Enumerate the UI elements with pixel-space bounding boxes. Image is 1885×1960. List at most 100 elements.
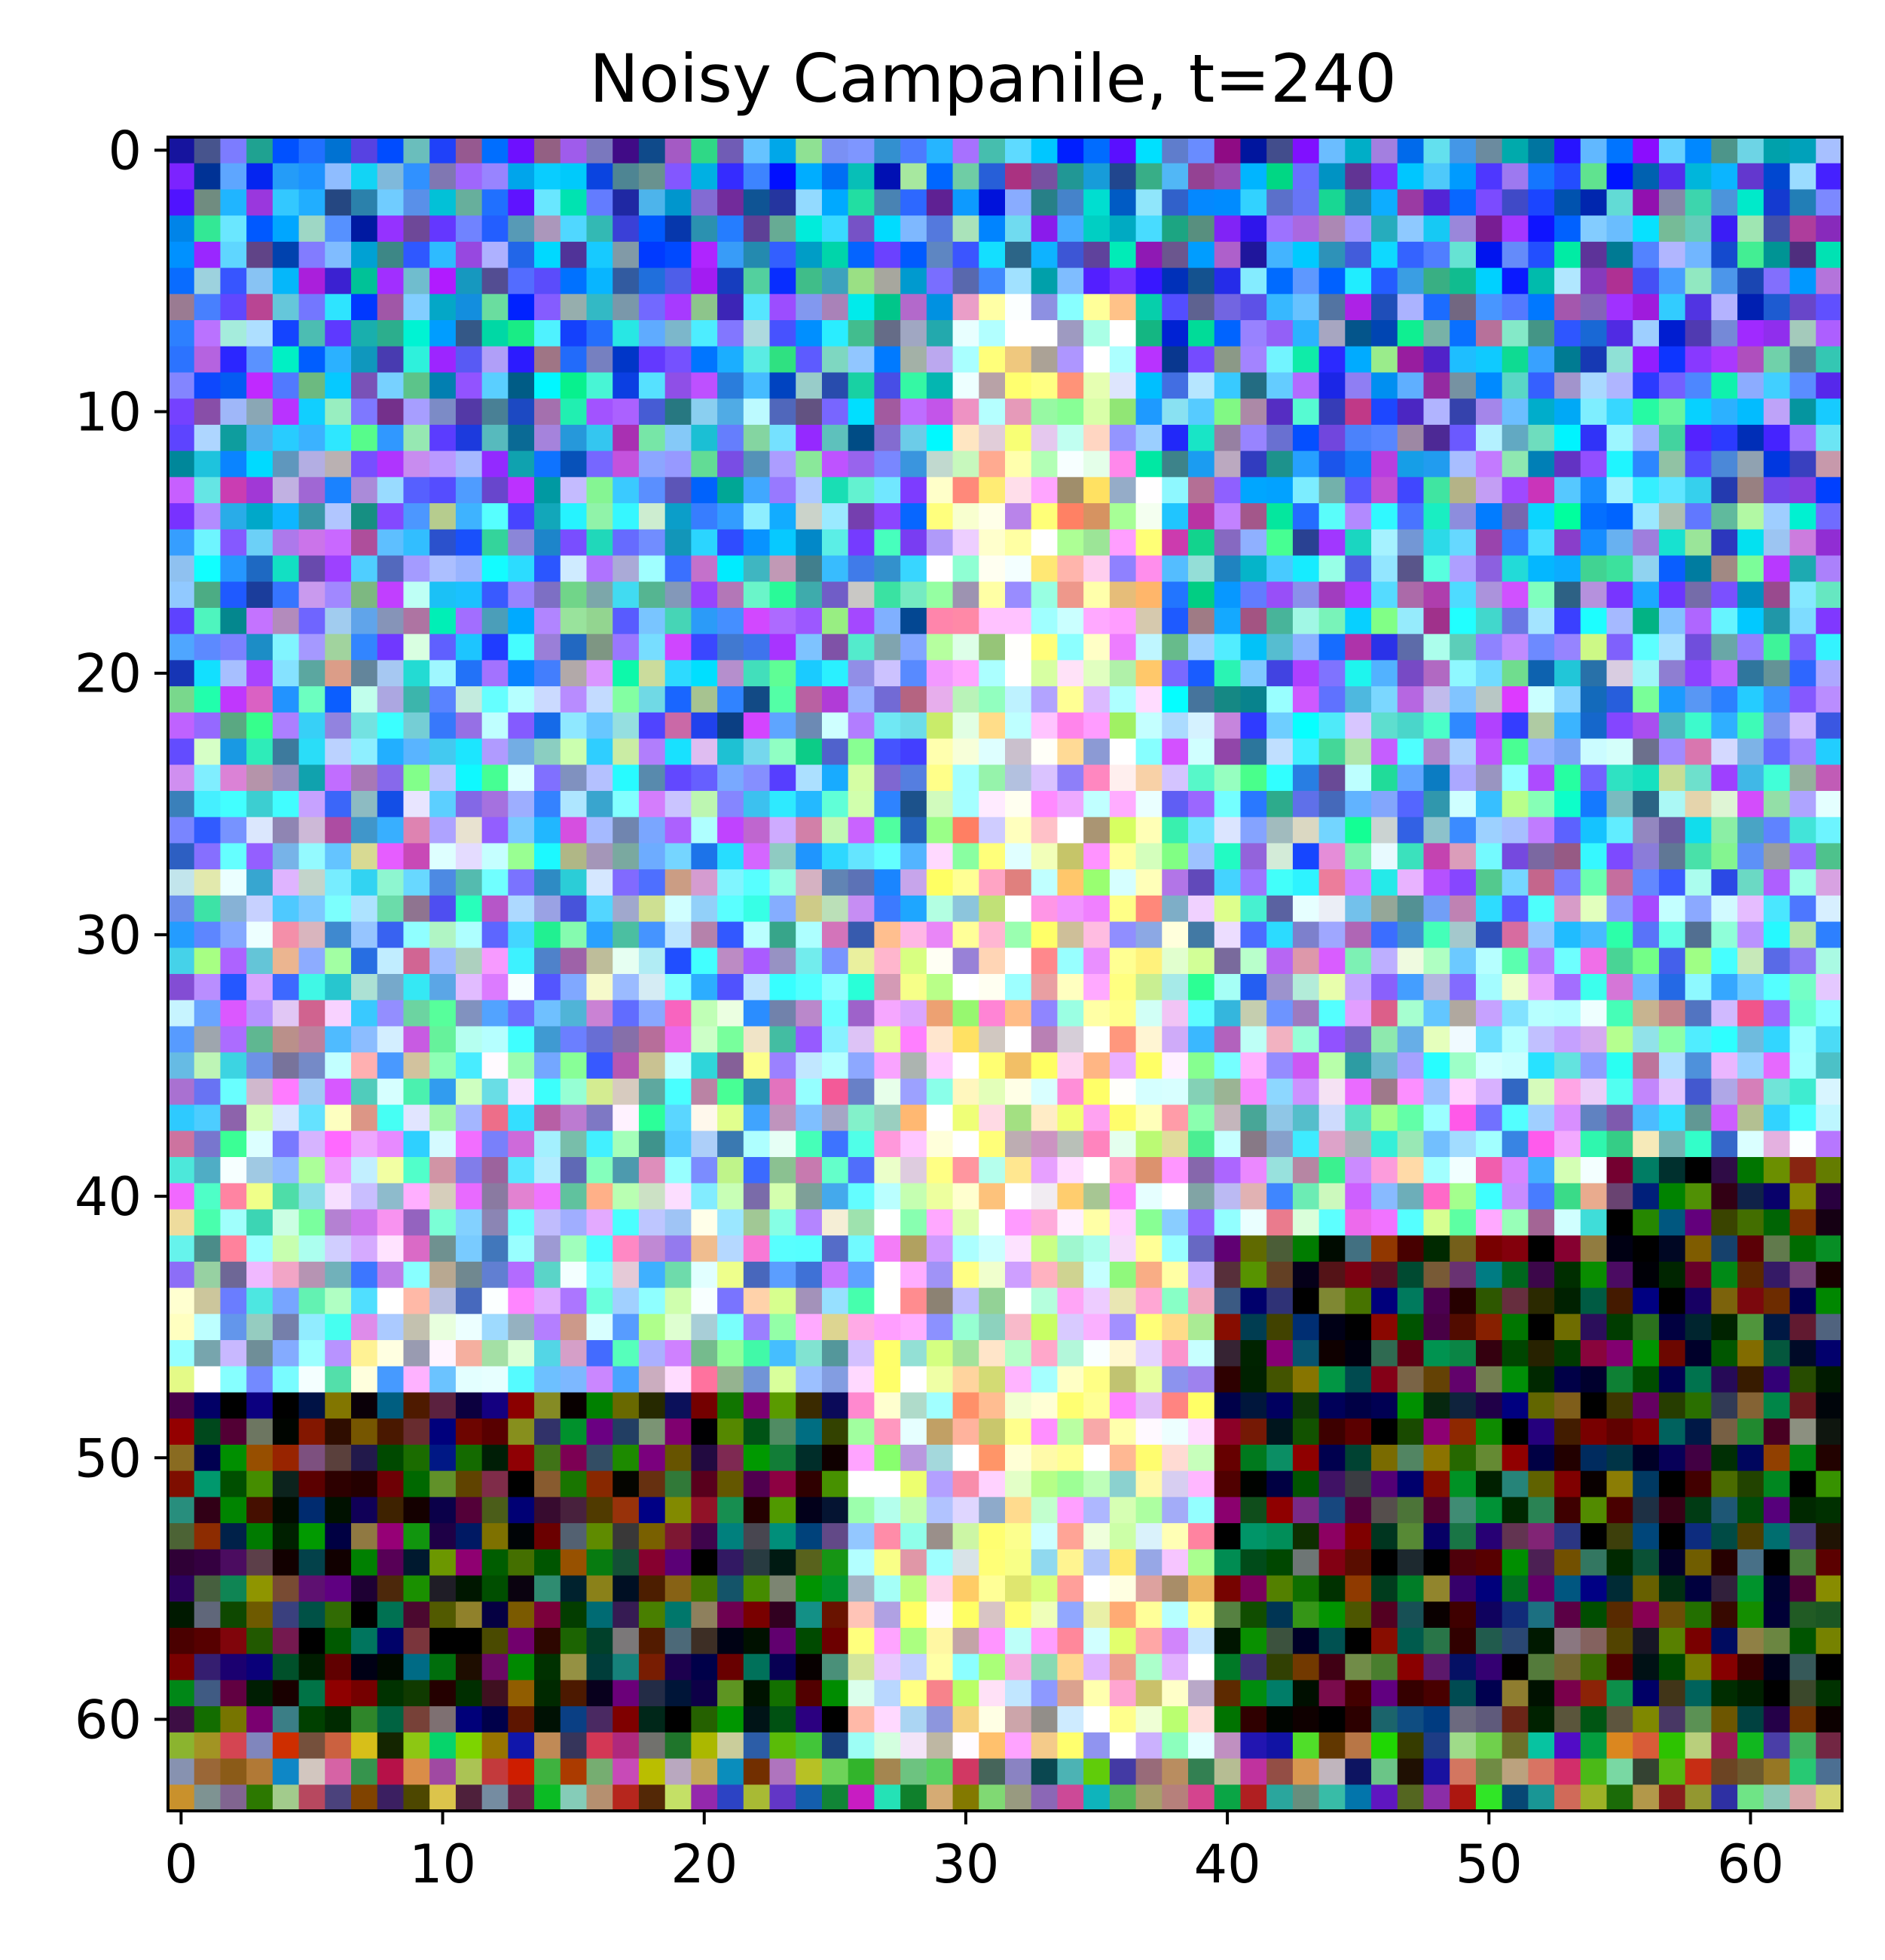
image-pixel	[1554, 320, 1581, 347]
image-pixel	[325, 1392, 352, 1419]
image-pixel	[1318, 529, 1346, 557]
image-pixel	[1554, 582, 1581, 609]
image-pixel	[194, 137, 221, 164]
image-pixel	[1450, 765, 1477, 792]
image-pixel	[1214, 1104, 1242, 1131]
image-pixel	[1816, 450, 1843, 478]
image-pixel	[926, 817, 954, 844]
image-pixel	[1711, 1131, 1738, 1158]
image-pixel	[1475, 163, 1503, 191]
image-pixel	[1606, 1235, 1633, 1262]
image-pixel	[1528, 372, 1555, 399]
image-pixel	[638, 633, 666, 661]
image-pixel	[1711, 1026, 1738, 1053]
image-pixel	[952, 215, 979, 243]
image-pixel	[1292, 241, 1320, 269]
image-pixel	[1528, 1104, 1555, 1131]
image-pixel	[848, 712, 875, 740]
image-pixel	[1057, 1392, 1084, 1419]
image-pixel	[325, 1627, 352, 1655]
image-pixel	[246, 1209, 273, 1236]
image-pixel	[1789, 790, 1816, 818]
image-pixel	[1711, 450, 1738, 478]
image-pixel	[664, 869, 692, 896]
image-pixel	[1397, 1340, 1425, 1367]
image-pixel	[325, 817, 352, 844]
image-pixel	[979, 1235, 1006, 1262]
image-pixel	[1005, 1758, 1032, 1785]
image-pixel	[1135, 1314, 1162, 1341]
image-pixel	[1318, 765, 1346, 792]
image-pixel	[1658, 398, 1686, 426]
image-pixel	[351, 1784, 378, 1812]
image-pixel	[664, 738, 692, 765]
image-pixel	[1633, 189, 1660, 216]
image-pixel	[1423, 1026, 1450, 1053]
image-pixel	[534, 660, 561, 687]
image-pixel	[952, 1209, 979, 1236]
image-pixel	[1031, 1627, 1059, 1655]
image-pixel	[1371, 582, 1398, 609]
image-pixel	[1450, 294, 1477, 321]
image-pixel	[638, 1131, 666, 1158]
image-pixel	[691, 215, 718, 243]
image-pixel	[272, 1418, 300, 1446]
image-pixel	[508, 1653, 535, 1681]
image-pixel	[1371, 1340, 1398, 1367]
image-pixel	[796, 974, 823, 1001]
image-pixel	[717, 1183, 744, 1210]
image-pixel	[560, 267, 588, 295]
image-pixel	[1162, 843, 1189, 870]
image-pixel	[560, 843, 588, 870]
image-pixel	[534, 1470, 561, 1497]
image-pixel	[1737, 974, 1764, 1001]
image-pixel	[717, 424, 744, 452]
image-pixel	[1606, 1706, 1633, 1733]
image-pixel	[1580, 1287, 1608, 1314]
image-pixel	[874, 555, 901, 582]
image-pixel	[664, 1104, 692, 1131]
image-pixel	[1345, 1758, 1372, 1785]
image-pixel	[900, 660, 927, 687]
image-pixel	[1450, 1340, 1477, 1367]
image-pixel	[1658, 921, 1686, 948]
image-pixel	[1763, 948, 1791, 975]
image-pixel	[1658, 738, 1686, 765]
image-pixel	[1240, 582, 1267, 609]
image-pixel	[1554, 1026, 1581, 1053]
image-pixel	[1162, 1235, 1189, 1262]
image-pixel	[1083, 163, 1111, 191]
image-pixel	[952, 1523, 979, 1550]
image-pixel	[560, 1209, 588, 1236]
image-pixel	[717, 1261, 744, 1289]
image-pixel	[1554, 1000, 1581, 1027]
image-pixel	[979, 1575, 1006, 1602]
image-pixel	[821, 1523, 849, 1550]
image-pixel	[1816, 1549, 1843, 1577]
image-pixel	[1162, 320, 1189, 347]
image-pixel	[1580, 267, 1608, 295]
image-pixel	[1188, 1470, 1215, 1497]
image-pixel	[246, 1470, 273, 1497]
image-pixel	[821, 817, 849, 844]
image-pixel	[717, 712, 744, 740]
image-pixel	[377, 948, 405, 975]
image-pixel	[613, 1131, 640, 1158]
image-pixel	[586, 1026, 613, 1053]
image-pixel	[1266, 1340, 1294, 1367]
image-pixel	[1188, 1183, 1215, 1210]
image-pixel	[1658, 817, 1686, 844]
image-pixel	[1135, 765, 1162, 792]
image-pixel	[1580, 294, 1608, 321]
image-pixel	[613, 974, 640, 1001]
image-pixel	[1397, 1052, 1425, 1079]
image-pixel	[403, 1444, 430, 1472]
image-pixel	[1554, 555, 1581, 582]
image-pixel	[1528, 948, 1555, 975]
image-pixel	[638, 294, 666, 321]
image-pixel	[1188, 1549, 1215, 1577]
image-pixel	[429, 1758, 457, 1785]
image-pixel	[481, 137, 509, 164]
image-pixel	[1580, 948, 1608, 975]
